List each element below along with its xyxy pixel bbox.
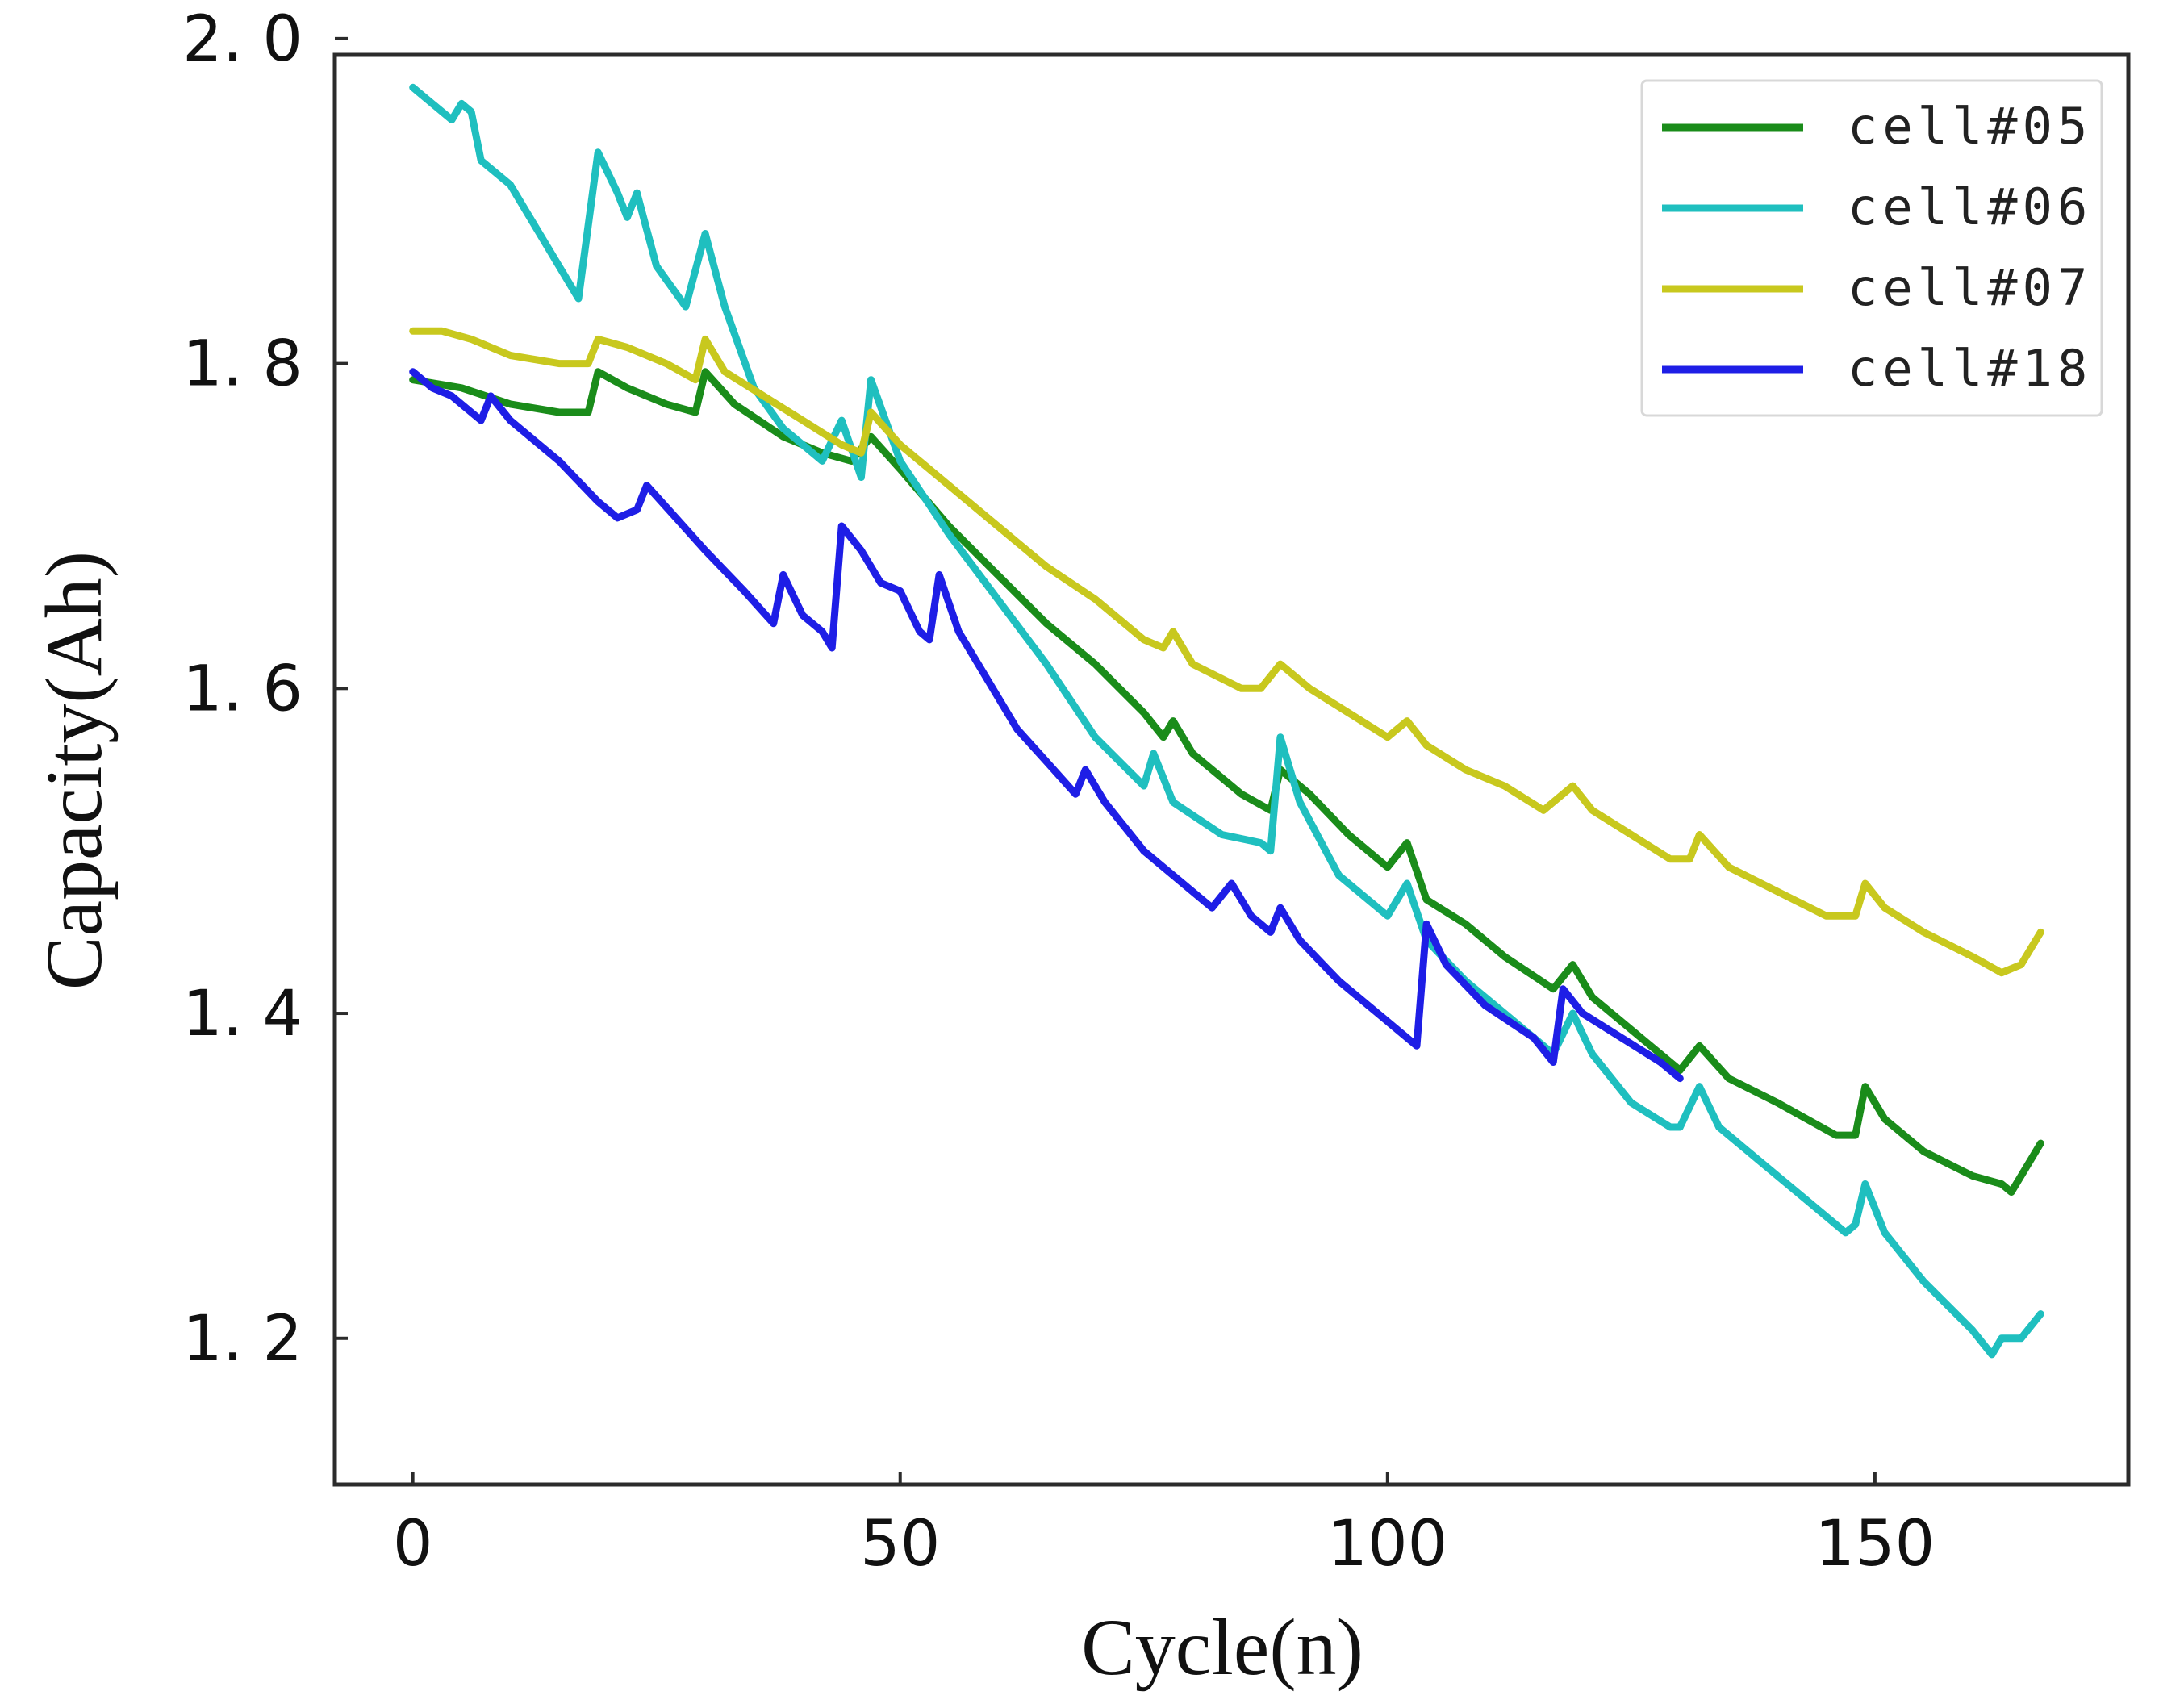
y-tick-label: 1. 8 [182,328,303,401]
series-line-cell06 [409,83,2044,1359]
y-axis-title: Capacity(Ah) [29,551,119,990]
legend-label-cell05: cell#05 [1848,97,2092,156]
plot-frame [332,52,2131,1487]
y-tick-label: 1. 2 [182,1303,303,1376]
axis-tick-labels: 0 50 100 150 1. 2 1. 4 1. 6 1. 8 2. 0 [182,3,1935,1581]
series-line-cell07 [409,327,2044,977]
legend-label-cell06: cell#06 [1848,177,2092,236]
x-tick-label: 150 [1814,1508,1935,1581]
legend-label-cell07: cell#07 [1848,258,2092,317]
y-tick-label: 2. 0 [182,3,303,76]
axis-ticks [335,36,1877,1485]
x-tick-label: 0 [393,1508,433,1581]
series-line-cell18 [409,368,1684,1083]
series-layer [409,83,2044,1359]
x-tick-label: 50 [860,1508,940,1581]
x-tick-label: 100 [1327,1508,1447,1581]
y-tick-label: 1. 4 [182,978,303,1050]
x-axis-title: Cycle(n) [1081,1602,1363,1692]
legend-frame [1640,79,2103,417]
legend-label-cell18: cell#18 [1848,339,2092,398]
legend: cell#05 cell#06 cell#07 cell#18 [1640,79,2103,417]
y-tick-label: 1. 6 [182,653,303,725]
